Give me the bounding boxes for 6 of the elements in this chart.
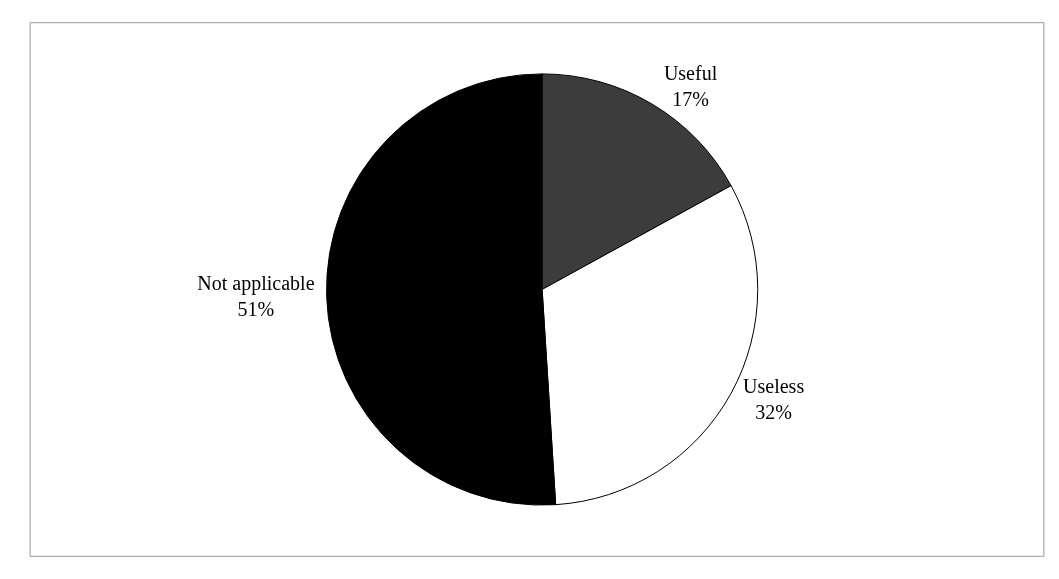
- data-label: 32%: [755, 400, 792, 423]
- slice-label: Useless: [743, 374, 805, 397]
- slice-label: Useful: [663, 62, 718, 85]
- slice-label: Not applicable: [197, 272, 315, 296]
- data-label: 51%: [237, 298, 275, 321]
- data-label: 17%: [672, 88, 709, 111]
